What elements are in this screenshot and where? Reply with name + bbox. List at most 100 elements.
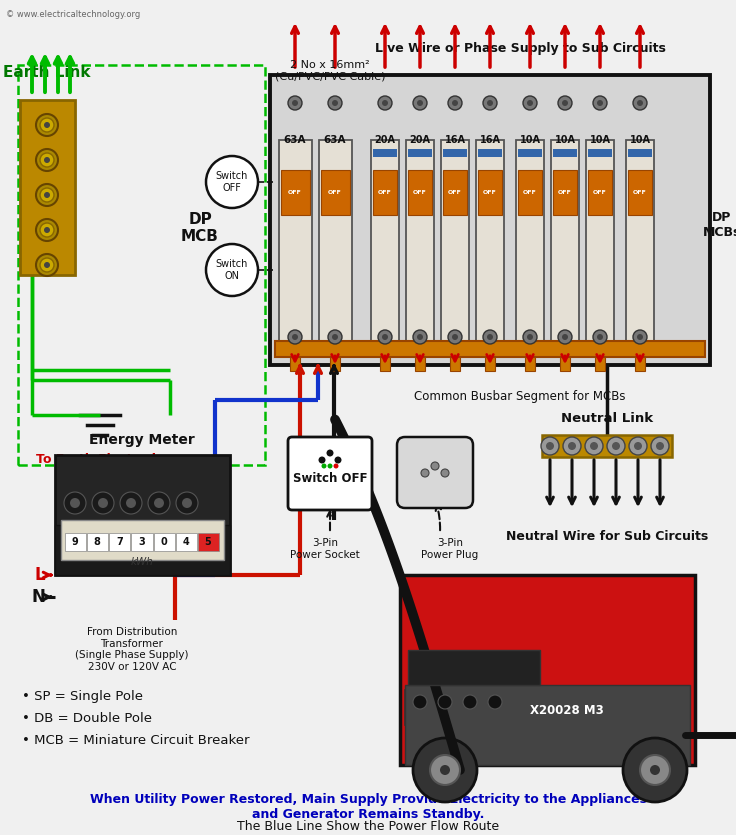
Text: Switch
OFF: Switch OFF [216,171,248,193]
Text: N: N [31,588,45,606]
Circle shape [431,462,439,470]
Text: OFF: OFF [593,190,607,195]
Bar [553,149,577,157]
Text: Neutral Link: Neutral Link [561,412,653,425]
Circle shape [176,492,198,514]
Bar [319,140,352,345]
Text: © www.electricaltechnology.org: © www.electricaltechnology.org [6,10,141,19]
Circle shape [637,334,643,340]
Circle shape [292,334,298,340]
Circle shape [36,254,58,276]
Bar [373,170,397,215]
Circle shape [413,330,427,344]
Circle shape [44,122,50,128]
Circle shape [562,334,568,340]
Bar [485,357,495,371]
Bar [281,170,310,215]
Circle shape [438,695,452,709]
Circle shape [593,96,607,110]
Bar [132,533,152,551]
Circle shape [562,100,568,106]
Circle shape [452,334,458,340]
Circle shape [430,755,460,785]
Circle shape [634,442,642,450]
Bar [371,140,399,345]
Circle shape [44,157,50,163]
Circle shape [629,437,647,455]
Bar [55,455,230,575]
Bar [408,650,540,685]
Circle shape [44,192,50,198]
Circle shape [483,96,497,110]
Text: OFF: OFF [558,190,572,195]
Circle shape [452,100,458,106]
Circle shape [633,96,647,110]
Circle shape [487,100,493,106]
FancyBboxPatch shape [397,437,473,508]
Circle shape [448,96,462,110]
Circle shape [36,114,58,136]
Text: The Blue Line Show the Power Flow Route: The Blue Line Show the Power Flow Route [237,820,499,833]
Text: 7: 7 [116,537,123,547]
Circle shape [413,96,427,110]
Circle shape [288,330,302,344]
Circle shape [651,437,669,455]
Text: From Distribution
Transformer
(Single Phase Supply)
230V or 120V AC: From Distribution Transformer (Single Ph… [75,627,188,672]
Bar [61,520,224,560]
Circle shape [40,258,54,272]
Bar [553,170,577,215]
Circle shape [319,457,325,463]
Bar [635,357,645,371]
Circle shape [440,765,450,775]
Text: 63A: 63A [284,135,306,145]
Circle shape [417,334,423,340]
Text: 20A: 20A [409,135,431,145]
Bar [373,149,397,157]
Circle shape [585,437,603,455]
Circle shape [36,184,58,206]
Bar [20,100,75,275]
Circle shape [590,442,598,450]
Bar [400,575,695,765]
Circle shape [40,223,54,237]
Circle shape [40,188,54,202]
Bar [450,357,460,371]
Bar [270,75,710,365]
Text: Neutral Wire for Sub Circuits: Neutral Wire for Sub Circuits [506,530,708,543]
Circle shape [332,334,338,340]
Bar [109,533,130,551]
Bar [441,140,469,345]
Bar [516,140,544,345]
Bar [275,341,705,357]
Circle shape [488,695,502,709]
Bar [551,140,579,345]
Circle shape [44,227,50,233]
Circle shape [413,738,477,802]
Text: 63A: 63A [324,135,346,145]
Text: Switch
ON: Switch ON [216,259,248,281]
Circle shape [650,765,660,775]
Bar [279,140,312,345]
Text: L: L [35,566,45,584]
Bar [628,149,652,157]
Circle shape [421,469,429,477]
Circle shape [70,498,80,508]
Text: OFF: OFF [328,190,342,195]
Circle shape [527,100,533,106]
Bar [518,170,542,215]
Circle shape [637,100,643,106]
Bar [176,533,197,551]
Bar [443,149,467,157]
Text: OFF: OFF [448,190,462,195]
Circle shape [378,96,392,110]
Circle shape [322,463,327,468]
Circle shape [182,498,192,508]
Circle shape [413,695,427,709]
Text: Energy Meter: Energy Meter [89,433,195,447]
Text: OFF: OFF [288,190,302,195]
Circle shape [546,442,554,450]
Text: 3: 3 [138,537,145,547]
Bar [154,533,174,551]
Circle shape [292,100,298,106]
Text: 8: 8 [93,537,101,547]
